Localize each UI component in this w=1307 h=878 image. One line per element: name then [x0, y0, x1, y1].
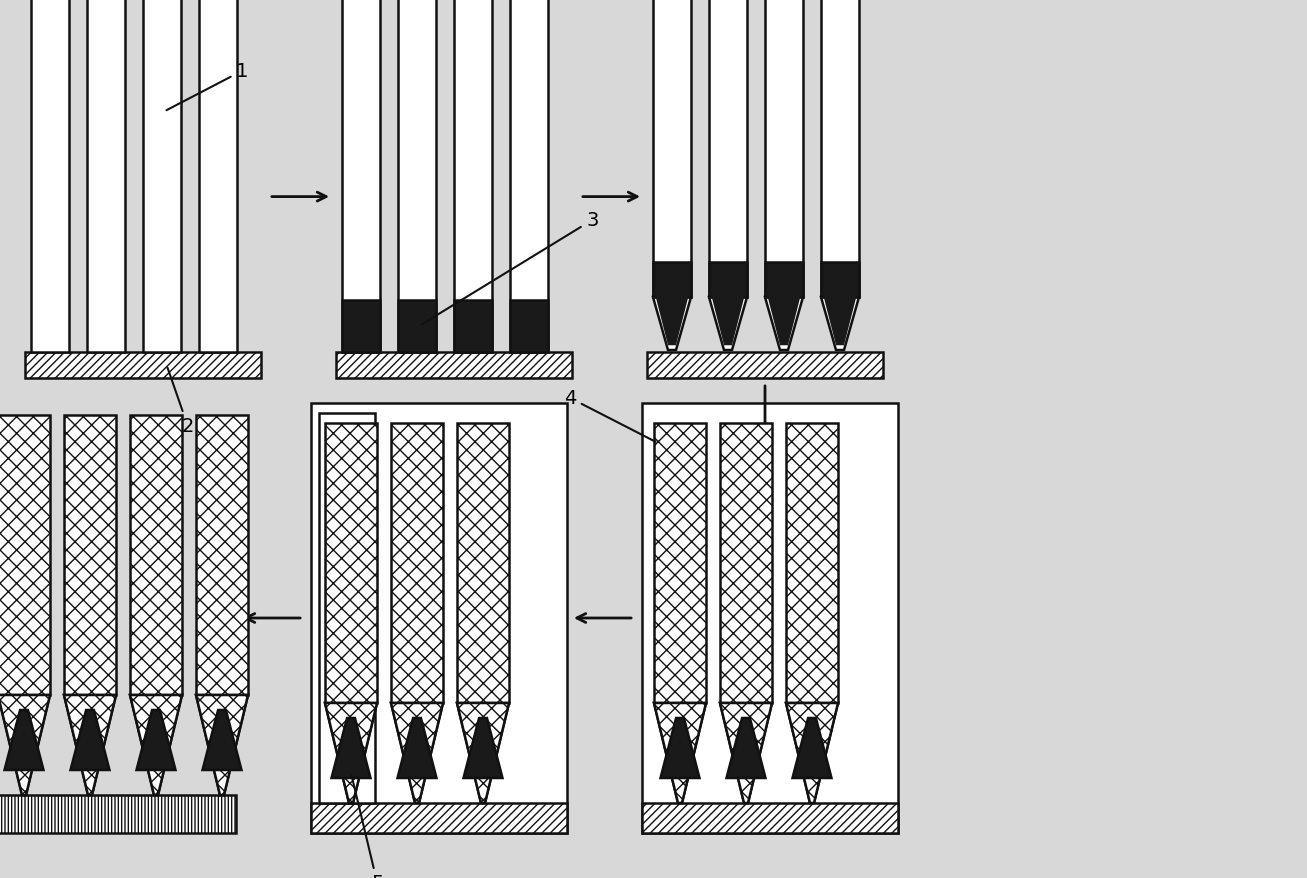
- Bar: [391, 423, 443, 703]
- Polygon shape: [129, 695, 182, 795]
- Polygon shape: [325, 703, 376, 803]
- Bar: [88, 0, 125, 353]
- Text: 2: 2: [167, 368, 193, 436]
- Polygon shape: [129, 695, 182, 795]
- Polygon shape: [397, 718, 437, 778]
- Polygon shape: [720, 703, 772, 803]
- Text: 5: 5: [352, 776, 383, 878]
- Polygon shape: [727, 718, 766, 778]
- Bar: [654, 0, 691, 298]
- Bar: [342, 300, 380, 353]
- Bar: [821, 0, 859, 298]
- Bar: [311, 803, 567, 833]
- Polygon shape: [196, 695, 248, 795]
- Polygon shape: [769, 298, 799, 344]
- Bar: [399, 0, 437, 353]
- Polygon shape: [792, 718, 831, 778]
- Polygon shape: [64, 695, 116, 795]
- Polygon shape: [0, 695, 50, 795]
- Bar: [0, 795, 237, 833]
- Polygon shape: [391, 703, 443, 803]
- Polygon shape: [464, 718, 502, 778]
- Polygon shape: [0, 695, 50, 795]
- Bar: [786, 423, 838, 703]
- Bar: [196, 415, 248, 695]
- Bar: [647, 353, 884, 378]
- Bar: [510, 300, 548, 353]
- Polygon shape: [786, 703, 838, 803]
- Polygon shape: [203, 710, 242, 770]
- Bar: [129, 415, 182, 695]
- Bar: [457, 423, 508, 703]
- Bar: [642, 803, 898, 833]
- Text: 1: 1: [166, 62, 248, 112]
- Bar: [454, 300, 491, 353]
- Bar: [720, 423, 772, 703]
- Polygon shape: [714, 298, 742, 344]
- Polygon shape: [71, 710, 110, 770]
- Bar: [654, 263, 691, 298]
- Polygon shape: [654, 703, 706, 803]
- Bar: [708, 263, 748, 298]
- Bar: [319, 414, 375, 803]
- Bar: [454, 0, 491, 353]
- Bar: [399, 300, 437, 353]
- Bar: [311, 404, 567, 833]
- Polygon shape: [457, 703, 508, 803]
- Bar: [642, 404, 898, 833]
- Bar: [765, 263, 802, 298]
- Polygon shape: [786, 703, 838, 803]
- Bar: [64, 415, 116, 695]
- Polygon shape: [708, 298, 748, 350]
- Polygon shape: [325, 703, 376, 803]
- Polygon shape: [720, 703, 772, 803]
- Bar: [342, 0, 380, 353]
- Bar: [336, 353, 572, 378]
- Polygon shape: [654, 703, 706, 803]
- Polygon shape: [457, 703, 508, 803]
- Bar: [25, 353, 261, 378]
- Polygon shape: [657, 298, 687, 344]
- Polygon shape: [654, 298, 691, 350]
- Text: 4: 4: [565, 389, 656, 443]
- Polygon shape: [660, 718, 699, 778]
- Polygon shape: [332, 718, 370, 778]
- Polygon shape: [391, 703, 443, 803]
- Bar: [325, 423, 376, 703]
- Bar: [708, 0, 748, 298]
- Polygon shape: [821, 298, 859, 350]
- Polygon shape: [136, 710, 175, 770]
- Polygon shape: [64, 695, 116, 795]
- Bar: [510, 0, 548, 353]
- Polygon shape: [765, 298, 802, 350]
- Bar: [821, 263, 859, 298]
- Text: 3: 3: [421, 212, 599, 325]
- Polygon shape: [196, 695, 248, 795]
- Bar: [142, 0, 180, 353]
- Bar: [0, 415, 50, 695]
- Bar: [765, 0, 802, 298]
- Polygon shape: [825, 298, 855, 344]
- Polygon shape: [4, 710, 43, 770]
- Bar: [31, 0, 69, 353]
- Bar: [199, 0, 237, 353]
- Bar: [654, 423, 706, 703]
